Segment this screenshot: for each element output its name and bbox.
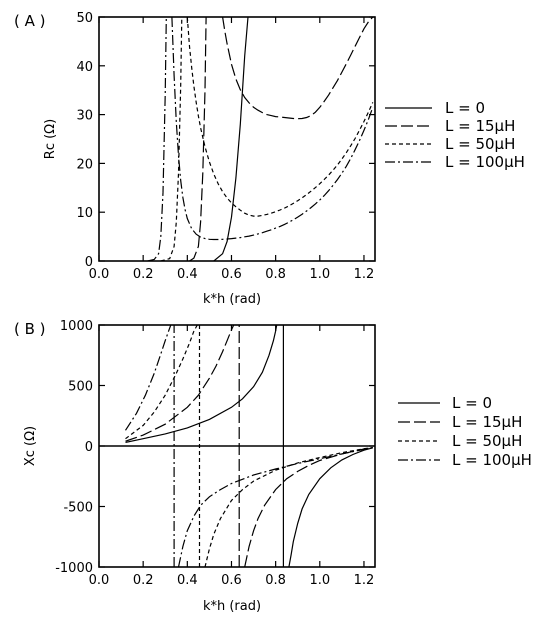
panel-label: ( A ) [14, 12, 46, 30]
x-tick-label: 0.2 [133, 573, 154, 588]
x-tick-label: 0.8 [265, 573, 286, 588]
y-tick-label: 0 [85, 255, 93, 270]
y-tick-label: 0 [85, 440, 93, 455]
x-tick-label: 0.6 [221, 267, 242, 282]
series-line-3 [171, 17, 374, 241]
series-line-4 [189, 17, 207, 261]
x-tick-label: 0.2 [133, 267, 154, 282]
legend-label: L = 0 [445, 99, 485, 117]
x-tick-label: 0.4 [177, 573, 198, 588]
panel-a: 0.0 0.2 0.4 0.6 0.8 1.0 1.2 0 10 20 30 40 50 k*h (rad… [14, 11, 525, 307]
x-tick-label: 0.4 [177, 267, 198, 282]
x-tick-label: 0.6 [221, 573, 242, 588]
y-tick-label: 10 [76, 206, 93, 221]
series-line-5 [204, 446, 373, 567]
y-axis-title: Rc (Ω) [43, 119, 58, 159]
series-line-0 [125, 325, 278, 443]
y-tick-label: 40 [76, 60, 93, 75]
series-line-1 [222, 17, 374, 120]
legend-label: L = 100μH [452, 451, 532, 469]
series-line-3 [244, 447, 373, 567]
y-tick-label: 20 [76, 157, 93, 172]
y-tick-label: -500 [63, 501, 93, 516]
y-axis-title: Xc (Ω) [23, 426, 38, 466]
series-line-0 [213, 17, 249, 261]
x-tick-label: 0.0 [89, 267, 110, 282]
plot-frame [98, 16, 376, 262]
x-tick-label: 0.0 [89, 573, 110, 588]
legend-label: L = 15μH [445, 117, 515, 135]
legend-label: L = 50μH [452, 432, 522, 450]
legend-label: L = 0 [452, 394, 492, 412]
x-tick-label: 1.2 [354, 267, 375, 282]
legend-label: L = 15μH [452, 413, 522, 431]
x-axis-title: k*h (rad) [203, 599, 261, 614]
y-tick-label: 30 [76, 109, 93, 124]
series-line-7 [177, 447, 373, 567]
series-line-2 [186, 17, 374, 217]
legend-label: L = 100μH [445, 153, 525, 171]
series-line-1 [288, 447, 373, 567]
x-tick-label: 1.2 [354, 573, 375, 588]
series-line-6 [124, 325, 172, 431]
panel-label: ( B ) [14, 320, 46, 338]
series-line-5 [160, 17, 183, 261]
series-line-6 [147, 17, 167, 261]
panel-b: 0.0 0.2 0.4 0.6 0.8 1.0 1.2 -1000 -500 0 500 1000 k*… [14, 319, 532, 614]
x-tick-label: 0.8 [265, 267, 286, 282]
series-line-4 [125, 325, 198, 440]
y-tick-label: 500 [68, 380, 93, 395]
x-tick-label: 1.0 [309, 267, 330, 282]
x-tick-label: 1.0 [309, 573, 330, 588]
series-group [147, 17, 374, 261]
series-line-2 [125, 325, 235, 442]
y-tick-label: 50 [76, 11, 93, 26]
y-tick-label: -1000 [55, 561, 93, 576]
x-axis-title: k*h (rad) [203, 292, 261, 307]
y-tick-label: 1000 [60, 319, 93, 334]
legend-label: L = 50μH [445, 135, 515, 153]
